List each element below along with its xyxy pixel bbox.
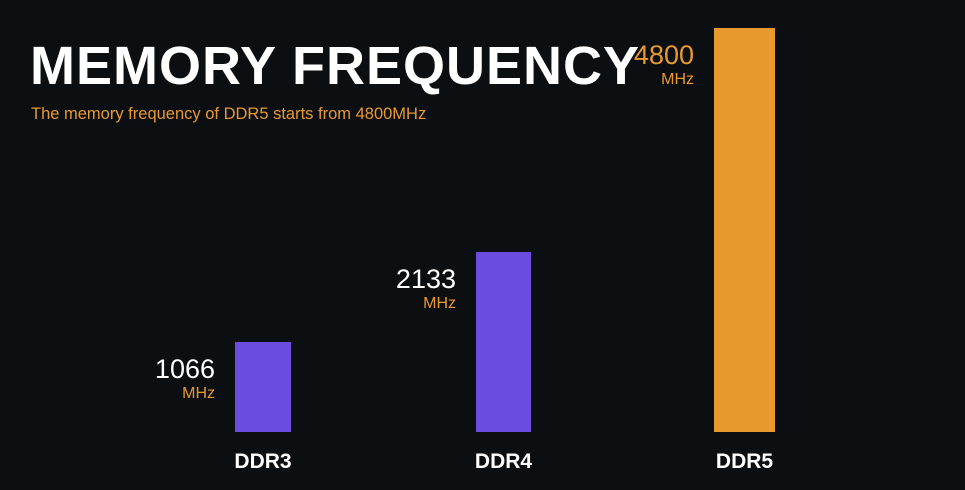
ddr3-value: 1066 — [154, 354, 215, 384]
ddr4-value-label: 2133 MHz — [396, 264, 456, 313]
ddr3-bar — [235, 342, 291, 432]
ddr5-value-label: 4800 MHz — [634, 40, 694, 89]
bar-group-ddr5: 4800 MHz DDR5 — [634, 28, 775, 473]
ddr5-value: 4800 — [633, 40, 694, 70]
category-label-ddr4: DDR4 — [474, 450, 533, 473]
bar-group-ddr3: 1066 MHz DDR3 — [155, 342, 292, 473]
ddr3-value-label: 1066 MHz — [155, 354, 215, 403]
ddr4-unit: MHz — [423, 295, 456, 313]
category-label-ddr5: DDR5 — [715, 450, 774, 473]
ddr3-unit: MHz — [182, 385, 215, 403]
ddr4-bar — [476, 252, 531, 432]
page-title: MEMORY FREQUENCY — [30, 36, 641, 96]
ddr5-unit: MHz — [661, 71, 694, 89]
bar-group-ddr4: 2133 MHz DDR4 — [396, 252, 532, 473]
category-label-ddr3: DDR3 — [234, 450, 292, 473]
ddr5-bar — [714, 28, 775, 432]
ddr4-value: 2133 — [395, 264, 456, 294]
page-subtitle: The memory frequency of DDR5 starts from… — [31, 105, 427, 123]
